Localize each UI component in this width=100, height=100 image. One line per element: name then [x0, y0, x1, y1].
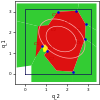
Text: $C_{4}$: $C_{4}$: [63, 19, 69, 26]
Point: [42, 46, 43, 47]
Point: [72, 71, 74, 72]
Text: $C_{7}$: $C_{7}$: [48, 55, 55, 63]
Polygon shape: [17, 4, 79, 26]
Point: [46, 51, 48, 52]
Polygon shape: [73, 39, 96, 82]
Text: $C_{2}$: $C_{2}$: [50, 26, 57, 34]
Polygon shape: [15, 1, 99, 84]
Point: [57, 11, 58, 12]
Text: $C_{5}$: $C_{5}$: [75, 26, 81, 34]
Polygon shape: [17, 21, 48, 68]
Polygon shape: [42, 44, 48, 52]
Y-axis label: q_1: q_1: [1, 38, 7, 47]
Polygon shape: [78, 4, 96, 30]
X-axis label: q_2: q_2: [52, 93, 61, 99]
Text: $C_{0}$: $C_{0}$: [51, 12, 58, 19]
Text: $C_{3}$: $C_{3}$: [47, 44, 54, 52]
Point: [85, 23, 86, 25]
Polygon shape: [31, 46, 73, 82]
Text: $C_{1}$: $C_{1}$: [33, 40, 40, 48]
Polygon shape: [31, 11, 86, 72]
Point: [84, 38, 86, 39]
Polygon shape: [85, 24, 96, 47]
Text: $C_{6}$: $C_{6}$: [75, 39, 82, 46]
Point: [75, 10, 77, 12]
